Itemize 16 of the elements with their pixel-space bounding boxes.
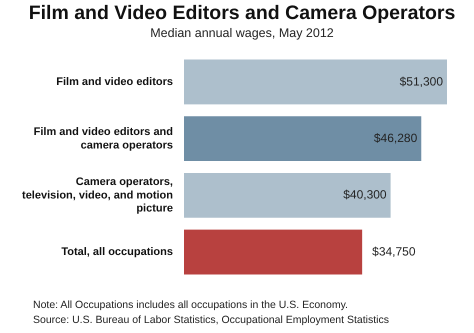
bar [184, 172, 391, 218]
y-tick-label: Film and video editors [56, 76, 173, 88]
bar [184, 60, 447, 104]
chart-title: Film and Video Editors and Camera Operators [28, 1, 456, 25]
y-tick-label: Film and video editors and camera operators [34, 126, 173, 152]
y-tick-label: Total, all occupations [61, 246, 173, 258]
data-label: $46,280 [374, 130, 418, 145]
chart-subtitle: Median annual wages, May 2012 [149, 25, 335, 41]
data-label: $51,300 [400, 74, 444, 88]
data-label: $34,750 [372, 244, 416, 258]
bar [184, 230, 362, 274]
data-label: $40,300 [343, 188, 387, 202]
bar [184, 116, 422, 162]
text: Note: All Occupations includes all occupations in the U.S. Economy. [33, 298, 349, 313]
y-tick-label: Camera operators, television, video, and motion picture [22, 176, 174, 215]
source-note: Source: U.S. Bureau of Labor Statistics, Occupational Employment Statistics [33, 313, 389, 328]
